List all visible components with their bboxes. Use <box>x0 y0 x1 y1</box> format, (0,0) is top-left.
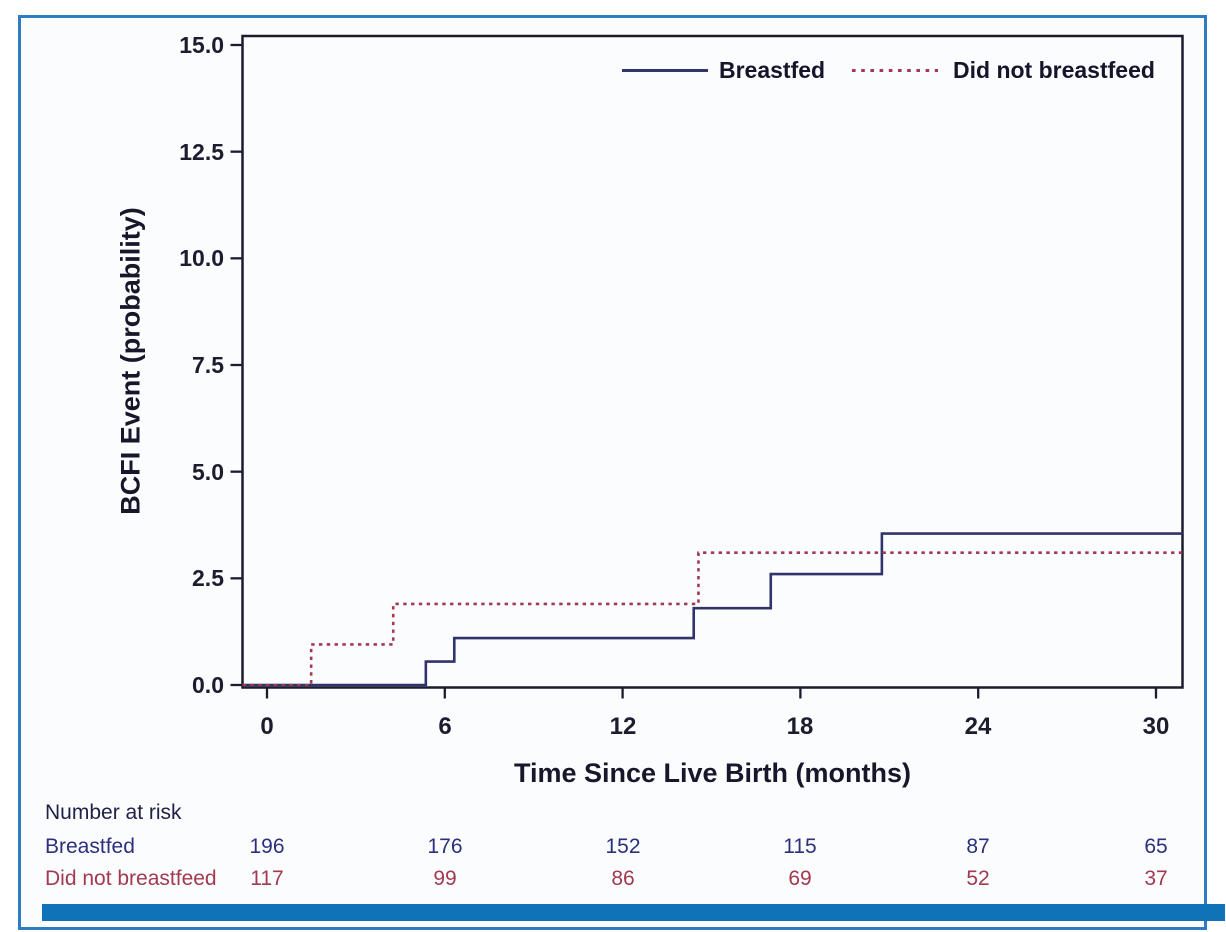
y-axis-title: BCFI Event (probability) <box>115 207 146 515</box>
at-risk-value: 65 <box>1144 835 1168 858</box>
at-risk-value: 99 <box>433 867 457 890</box>
legend-label-breastfed: Breastfed <box>719 57 826 83</box>
at-risk-value: 69 <box>788 867 812 890</box>
x-axis-title: Time Since Live Birth (months) <box>513 758 912 788</box>
y-tick-label: 15.0 <box>179 32 224 58</box>
number-at-risk-header: Number at risk <box>45 801 182 824</box>
footer-accent-bar <box>42 904 1225 921</box>
x-tick-label: 0 <box>260 713 274 740</box>
at-risk-value: 176 <box>427 835 463 858</box>
y-tick-label: 5.0 <box>192 459 224 485</box>
x-tick-label: 30 <box>1142 713 1170 740</box>
x-tick-label: 18 <box>786 713 814 740</box>
at-risk-value: 86 <box>611 867 635 890</box>
y-tick-label: 10.0 <box>179 245 224 271</box>
x-tick-label: 24 <box>964 713 992 740</box>
y-tick-label: 12.5 <box>179 139 224 165</box>
at-risk-row-label: Breastfed <box>45 835 135 858</box>
at-risk-value: 87 <box>966 835 990 858</box>
y-tick-label: 0.0 <box>192 672 224 698</box>
x-tick-label: 12 <box>609 713 637 740</box>
y-tick-label: 7.5 <box>192 352 224 378</box>
at-risk-value: 37 <box>1144 867 1168 890</box>
at-risk-row-label: Did not breastfeed <box>45 867 217 890</box>
x-tick-label: 6 <box>438 713 452 740</box>
at-risk-value: 196 <box>249 835 285 858</box>
y-tick-label: 2.5 <box>192 565 224 591</box>
at-risk-value: 52 <box>966 867 990 890</box>
legend-label-did-not-breastfeed: Did not breastfeed <box>953 57 1155 83</box>
at-risk-value: 152 <box>605 835 641 858</box>
at-risk-value: 117 <box>250 867 284 890</box>
at-risk-value: 115 <box>783 835 817 858</box>
